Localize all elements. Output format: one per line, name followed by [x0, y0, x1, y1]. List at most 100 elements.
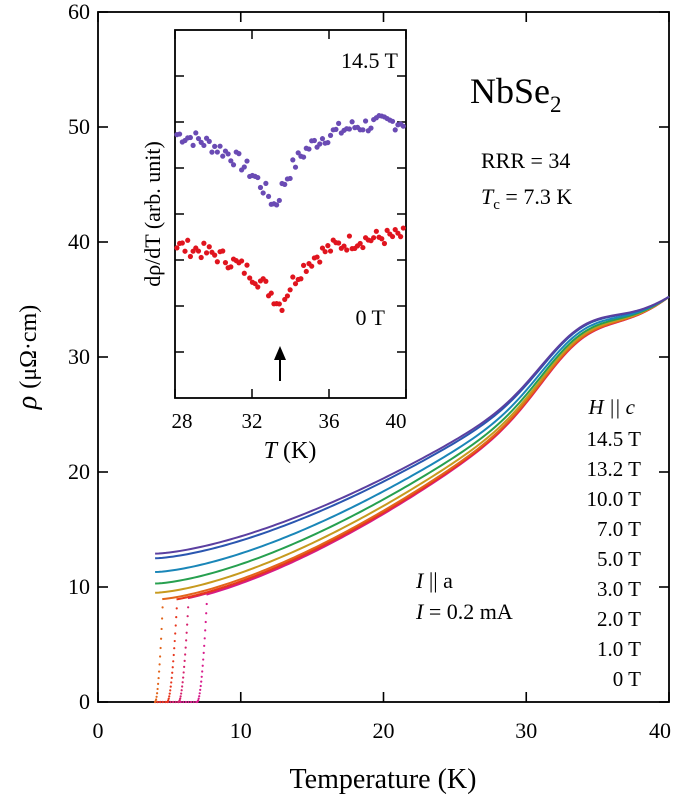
inset-point	[373, 228, 379, 234]
data-point	[200, 680, 203, 683]
data-point	[171, 671, 174, 674]
legend-entry: 1.0 T	[597, 637, 641, 661]
current-value-label: I = 0.2 mA	[415, 599, 513, 624]
inset-point	[187, 134, 193, 141]
current-direction-label: I || a	[415, 568, 453, 593]
legend-entry: 0 T	[613, 667, 641, 691]
inset-point	[287, 287, 293, 293]
inset-point	[230, 162, 237, 168]
data-point	[179, 697, 182, 700]
data-point	[182, 676, 185, 679]
legend-entry: 5.0 T	[597, 547, 641, 571]
inset-point	[333, 126, 339, 132]
data-point	[171, 700, 175, 704]
inset-point	[257, 184, 264, 191]
data-point	[172, 653, 175, 657]
data-point	[181, 685, 184, 688]
data-point	[170, 681, 173, 684]
inset-point	[300, 262, 307, 268]
data-point	[204, 629, 207, 632]
data-point	[205, 602, 208, 606]
inset-point	[193, 130, 199, 136]
inset-point	[300, 154, 307, 160]
data-point	[197, 699, 200, 702]
data-point	[183, 659, 186, 662]
data-point	[174, 632, 177, 635]
inset-series-14-5-T	[174, 113, 406, 208]
data-point	[155, 695, 158, 698]
inset-point	[368, 125, 374, 131]
data-point	[184, 700, 188, 704]
inset-point	[357, 240, 363, 247]
data-point	[156, 700, 159, 704]
inset-point	[349, 119, 355, 125]
inset-label-0t: 0 T	[355, 305, 385, 330]
inset-x-axis-title: T (K)	[264, 438, 317, 464]
inset-frame	[174, 29, 407, 399]
inset-point	[236, 151, 242, 157]
inset-point	[379, 236, 385, 242]
data-point	[185, 631, 188, 634]
inset-point	[220, 153, 226, 159]
inset-point	[214, 149, 220, 155]
data-point	[203, 637, 206, 640]
inset-point	[290, 274, 296, 280]
y-axis-symbol: ρ	[12, 396, 43, 410]
legend: H || c 14.5 T 13.2 T 10.0 T 7.0 T 5.0 T …	[587, 395, 642, 691]
inset-point	[276, 197, 282, 204]
inset-point	[344, 247, 350, 253]
data-point	[174, 700, 177, 704]
legend-entry: 3.0 T	[597, 577, 641, 601]
data-point	[169, 685, 172, 688]
data-point	[200, 675, 203, 678]
data-point	[161, 606, 164, 609]
y-tick-labels: 0 10 20 30 40 50 60	[68, 0, 90, 714]
inset-point	[220, 248, 226, 254]
inset-point	[255, 284, 261, 290]
data-point	[161, 700, 164, 704]
data-point	[205, 612, 208, 615]
data-point	[180, 689, 183, 692]
inset-point	[317, 259, 323, 265]
inset-x-tick-label: 28	[172, 409, 193, 433]
inset-point	[319, 136, 326, 142]
inset-point	[217, 143, 223, 149]
x-tick-label: 0	[93, 718, 104, 743]
legend-entry: 10.0 T	[587, 487, 642, 511]
data-point	[202, 658, 205, 661]
series-7-0-T-line	[155, 295, 670, 585]
data-point	[167, 697, 170, 700]
data-point	[156, 682, 160, 685]
data-point	[171, 666, 174, 669]
data-point	[202, 651, 205, 655]
inset-point	[201, 142, 207, 149]
inset-point	[239, 258, 245, 264]
x-axis-title: Temperature (K)	[290, 764, 477, 795]
inset-point	[206, 138, 212, 144]
inset-point	[336, 120, 342, 126]
data-point	[182, 700, 185, 704]
inset-point	[317, 141, 323, 147]
inset-point	[195, 135, 202, 142]
inset-point	[279, 307, 285, 313]
inset-point	[341, 243, 347, 249]
inset-point	[360, 127, 366, 133]
data-point	[156, 687, 159, 691]
inset-point	[201, 240, 207, 246]
series-2-0-T-dots	[154, 607, 178, 704]
inset-point	[190, 142, 196, 148]
legend-entry: 2.0 T	[597, 607, 641, 631]
data-point	[182, 671, 185, 674]
inset-point	[247, 275, 253, 281]
inset-point	[276, 301, 282, 307]
inset-point	[282, 181, 288, 188]
inset-point	[381, 240, 388, 247]
inset-point	[346, 126, 353, 132]
inset-point	[362, 118, 369, 124]
inset-point	[228, 264, 234, 270]
rrr-label: RRR = 34	[481, 148, 570, 173]
series-5-0-T-line	[155, 295, 670, 594]
inset-x-tick-label: 40	[386, 409, 407, 433]
series-10-0-T-line	[155, 295, 670, 574]
data-point	[198, 695, 201, 698]
